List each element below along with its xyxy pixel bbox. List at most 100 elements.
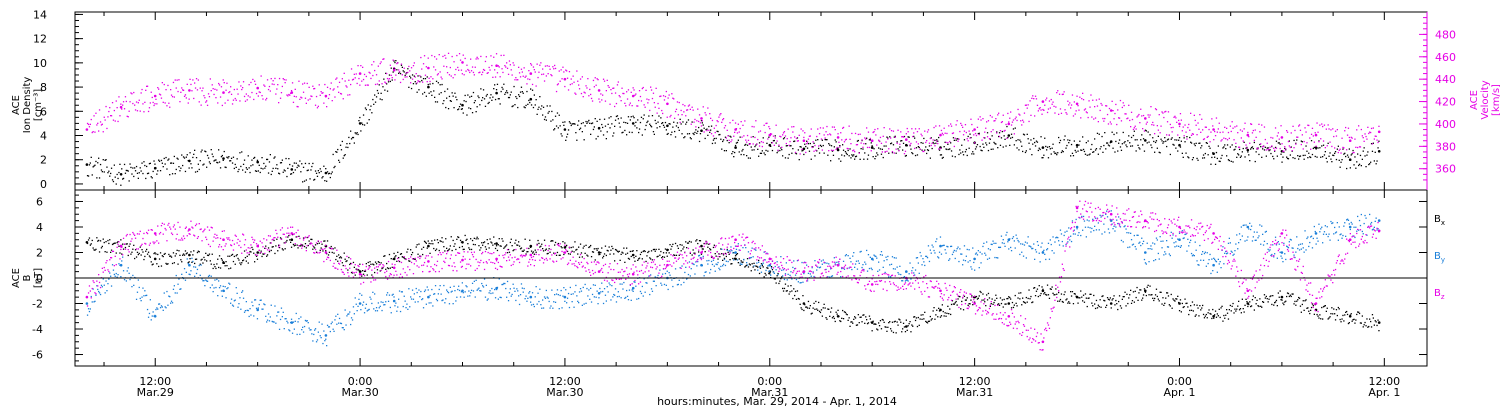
by-dot [586,287,588,290]
density-dot [1280,153,1282,155]
by-dot [433,293,435,295]
bx-dot [187,262,189,264]
bx-dot [450,236,452,238]
velocity-dot [1226,127,1228,129]
by-dot [384,304,386,306]
density-dot [684,136,686,138]
density-dot [574,123,576,125]
velocity-dot [448,74,451,76]
density-dot [500,90,502,93]
bx-dot [1176,298,1178,300]
by-dot [383,304,385,306]
bx-dot [558,254,560,256]
velocity-dot [926,140,928,142]
bx-dot [1082,300,1084,302]
density-dot [892,144,895,146]
velocity-dot [1176,121,1178,123]
bx-dot [502,240,504,242]
by-dot [679,267,681,269]
bx-dot [541,243,543,245]
bx-dot [896,321,898,323]
density-dot [835,141,837,143]
density-dot [428,92,430,94]
density-dot [160,159,163,162]
bx-dot [950,313,952,316]
density-dot [921,149,923,151]
velocity-dot [663,99,666,101]
density-dot [162,166,164,168]
density-dot [198,168,200,171]
velocity-dot [1265,149,1267,151]
density-dot [1195,142,1197,144]
velocity-dot [853,149,855,151]
velocity-dot [644,106,646,108]
bx-dot [873,323,875,325]
density-dot [831,150,834,152]
density-dot [330,173,332,175]
density-dot [1263,149,1266,151]
bx-dot [519,248,522,250]
by-dot [555,293,558,295]
density-dot [1249,160,1251,162]
density-dot [1100,146,1102,148]
by-dot [95,294,97,296]
velocity-dot [947,142,949,144]
bx-dot [410,254,413,256]
by-dot [241,291,243,293]
bx-dot [132,248,134,250]
density-dot [910,148,912,150]
density-dot [561,135,563,137]
velocity-dot [155,98,157,100]
bx-dot [1244,304,1246,306]
density-dot [708,125,710,128]
bx-dot [122,248,125,250]
bx-dot [764,272,766,275]
bx-dot [923,318,925,320]
bx-dot [654,250,656,252]
bx-dot [552,240,554,242]
velocity-dot [1201,118,1203,120]
velocity-dot [1199,114,1201,116]
by-dot [172,288,175,290]
velocity-dot [952,132,955,134]
bx-dot [454,243,456,245]
velocity-dot [1373,138,1375,140]
velocity-dot [705,114,707,116]
velocity-dot [159,94,162,96]
velocity-dot [1319,124,1321,126]
density-dot [573,123,575,125]
by-dot [219,285,222,287]
bx-dot [997,303,999,306]
bx-dot [1296,300,1298,302]
velocity-dot [1017,108,1019,111]
by-dot [542,299,544,301]
density-point [427,85,430,89]
bx-dot [576,248,578,251]
velocity-dot [1317,131,1319,133]
density-dot [1171,137,1173,139]
bx-dot [87,239,90,241]
density-dot [380,92,382,94]
by-dot [267,313,270,315]
bx-dot [252,248,254,251]
density-dot [427,83,429,86]
velocity-dot [831,126,834,128]
density-dot [1283,151,1285,153]
density-dot [1300,140,1302,142]
velocity-dot [1053,105,1055,107]
bx-dot [127,254,129,257]
by-dot [89,308,91,310]
by-dot [194,275,196,277]
bx-dot [347,269,349,271]
density-dot [650,125,652,127]
by-dot [659,269,661,271]
density-dot [1332,154,1334,156]
velocity-dot [543,80,546,82]
velocity-dot [942,134,944,136]
bx-dot [651,259,654,261]
velocity-dot [1293,147,1295,149]
bx-dot [626,252,629,254]
density-dot [803,153,805,156]
by-dot [291,332,294,334]
by-dot [282,311,284,313]
